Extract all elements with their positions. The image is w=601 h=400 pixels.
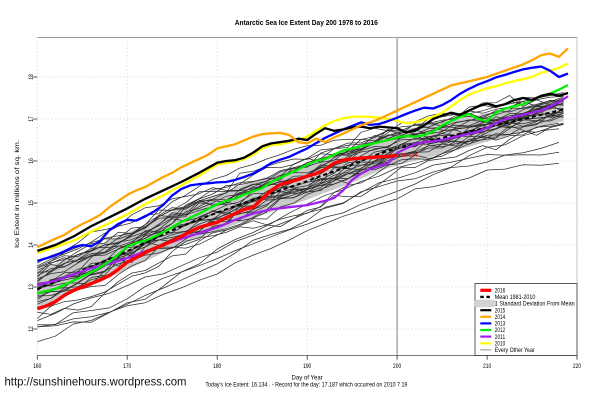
svg-text:14: 14	[28, 242, 35, 248]
svg-text:12: 12	[28, 326, 35, 332]
svg-text:2015: 2015	[495, 307, 506, 314]
svg-text:2010: 2010	[495, 341, 506, 348]
svg-text:160: 160	[33, 363, 42, 370]
svg-text:Today's Ice Extent: 16.134 .: Today's Ice Extent: 16.134 . - Record fo…	[205, 383, 408, 389]
svg-text:Mean 1981-2010: Mean 1981-2010	[495, 294, 536, 301]
svg-text:18: 18	[28, 74, 35, 80]
svg-text:1 Standard Deviation From Mean: 1 Standard Deviation From Mean	[495, 301, 575, 308]
svg-text:2013: 2013	[495, 321, 506, 328]
svg-text:http://sunshinehours.wordpress: http://sunshinehours.wordpress.com	[5, 375, 187, 388]
svg-text:Day of Year: Day of Year	[292, 375, 323, 381]
svg-text:2016: 2016	[495, 288, 506, 295]
svg-text:17: 17	[28, 116, 35, 122]
svg-text:Antarctic Sea Ice Extent Day 2: Antarctic Sea Ice Extent Day 200 1978 to…	[235, 18, 378, 27]
svg-text:170: 170	[123, 363, 132, 370]
svg-text:2012: 2012	[495, 327, 506, 334]
svg-text:2014: 2014	[495, 314, 506, 321]
svg-text:15: 15	[28, 200, 35, 206]
svg-text:13: 13	[28, 284, 35, 290]
svg-text:2011: 2011	[495, 334, 506, 341]
svg-text:180: 180	[213, 363, 222, 370]
svg-text:16: 16	[28, 158, 35, 164]
svg-text:16.134: 16.134	[401, 153, 418, 159]
svg-text:190: 190	[303, 363, 312, 370]
svg-text:220: 220	[573, 363, 582, 370]
svg-text:210: 210	[483, 363, 492, 370]
svg-text:Every Other Year: Every Other Year	[495, 347, 535, 354]
svg-text:200: 200	[393, 363, 402, 370]
svg-text:Ice Extent in millions of sq.: Ice Extent in millions of sq. km.	[14, 140, 21, 248]
